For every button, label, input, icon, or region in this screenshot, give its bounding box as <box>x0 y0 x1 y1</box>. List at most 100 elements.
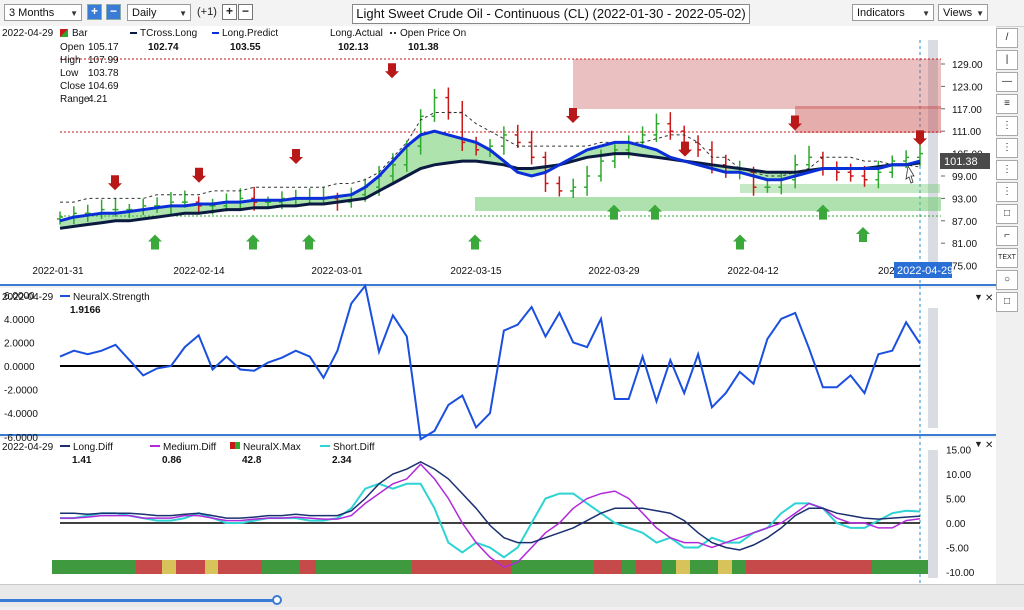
time-tick-label: 2022- <box>878 266 904 277</box>
diff-legend: Long.Diff 1.41 Medium.Diff 0.86 NeuralX.Max 4… <box>60 442 375 466</box>
time-tick-label: 2022-03-15 <box>450 266 502 277</box>
sell-arrow-icon <box>385 63 399 79</box>
diff-tick-label: 10.00 <box>946 470 971 481</box>
neuralx-max-segment <box>52 560 136 574</box>
strength-legend-name: NeuralX.Strength <box>73 292 150 303</box>
diff-tick-label: -5.00 <box>946 544 969 555</box>
buy-arrow-icon <box>468 234 482 250</box>
status-bar <box>0 584 1024 607</box>
legend-value: 101.38 <box>408 42 439 53</box>
open-price-line <box>60 112 921 203</box>
buy-arrow-icon <box>856 226 870 242</box>
price-tick-label: 81.00 <box>952 239 977 250</box>
price-tick-label: 111.00 <box>952 127 982 138</box>
panel-menu-icon[interactable]: ▼ <box>974 292 983 302</box>
sell-arrow-icon <box>192 167 206 183</box>
neuralx-max-segment <box>316 560 412 574</box>
drawing-tool-button[interactable]: TEXT <box>996 248 1018 268</box>
neuralx-max-segment <box>662 560 676 574</box>
sell-arrow-icon <box>289 149 303 165</box>
support-zone <box>475 197 941 211</box>
drawing-tool-button[interactable]: ⋮ <box>996 138 1018 158</box>
chevron-down-icon: ▼ <box>70 9 78 18</box>
strength-tick-label: -4.0000 <box>4 409 38 420</box>
drawing-tool-button[interactable]: ⋮ <box>996 182 1018 202</box>
x-highlight-date: 2022-04-29 <box>897 265 953 277</box>
strength-tick-label: -6.0000 <box>4 433 38 444</box>
zoom-in-button[interactable]: + <box>87 4 102 20</box>
support-zone <box>740 184 940 193</box>
close-icon[interactable]: ✕ <box>985 440 993 451</box>
views-label: Views <box>943 7 973 19</box>
drawing-tool-button[interactable]: ○ <box>996 270 1018 290</box>
progress-indicator <box>0 599 280 602</box>
zoom-out-button[interactable]: − <box>106 4 121 20</box>
long-diff-line <box>60 460 921 551</box>
top-toolbar: 3 Months ▼ + − Daily ▼ (+1) + − Light Swee… <box>0 0 1024 27</box>
neuralx-max-segment <box>676 560 690 574</box>
buy-arrow-icon <box>607 204 621 220</box>
neuralx-max-segment <box>636 560 662 574</box>
chevron-down-icon: ▼ <box>179 9 187 18</box>
legend-name: TCross.Long <box>140 28 197 39</box>
legend-value: 102.13 <box>338 42 369 53</box>
neuralx-max-segment <box>136 560 162 574</box>
price-date: 2022-04-29 <box>2 28 54 39</box>
panel-menu-icon[interactable]: ▼ <box>974 439 983 449</box>
drawing-tool-button[interactable]: □ <box>996 292 1018 312</box>
range-select-value: 3 Months <box>9 7 55 19</box>
neuralx-max-segment <box>594 560 622 574</box>
diff-legend-name: Medium.Diff <box>163 442 216 453</box>
price-legend: TCross.Long 102.74 Long.Predict 103.55 Long.… <box>130 28 466 53</box>
neuralx-max-segment <box>300 560 316 574</box>
progress-handle[interactable] <box>272 595 282 605</box>
ohlc-label: Open <box>60 42 84 53</box>
price-marker-value: 101.38 <box>944 156 978 168</box>
drawing-tool-button[interactable]: ⋮ <box>996 160 1018 180</box>
views-select[interactable]: Views ▼ <box>938 4 988 21</box>
ohlc-value: 4.21 <box>88 94 108 105</box>
time-tick-label: 2022-02-14 <box>173 266 225 277</box>
sell-arrow-icon <box>788 115 802 131</box>
drawing-tool-button[interactable]: ≡ <box>996 94 1018 114</box>
indicators-select[interactable]: Indicators ▼ <box>852 4 934 21</box>
chart-area[interactable]: 2022-04-29 Bar Open 105.17 High 107.99 Low 10… <box>0 26 996 610</box>
neuralx-max-strip <box>52 560 928 574</box>
drawing-tool-button[interactable]: □ <box>996 204 1018 224</box>
cloud-fill <box>60 131 920 229</box>
buy-arrow-icon <box>816 204 830 220</box>
ohlc-label: Close <box>60 81 86 92</box>
interval-select[interactable]: Daily ▼ <box>127 4 191 21</box>
tcross-long-line <box>59 152 921 230</box>
sell-arrow-icon <box>678 141 692 157</box>
drawing-tool-button[interactable]: | <box>996 50 1018 70</box>
legend-name: Open Price On <box>400 28 466 39</box>
range-select[interactable]: 3 Months ▼ <box>4 4 82 21</box>
offset-minus-button[interactable]: − <box>238 4 253 20</box>
legend-value: 102.74 <box>148 42 179 53</box>
drawing-tool-button[interactable]: ⋮ <box>996 116 1018 136</box>
drawing-tool-button[interactable]: / <box>996 28 1018 48</box>
sell-arrow-icon <box>566 107 580 123</box>
offset-plus-button[interactable]: + <box>222 4 237 20</box>
strength-tick-label: 6.0000 <box>4 291 35 302</box>
neuralx-max-segment <box>176 560 205 574</box>
neuralx-max-segment <box>512 560 594 574</box>
buy-arrow-icon <box>246 234 260 250</box>
diff-tick-label: 15.00 <box>946 446 971 457</box>
drawing-tool-button[interactable]: — <box>996 72 1018 92</box>
legend-swatch <box>235 442 240 449</box>
short-diff-line <box>60 482 921 559</box>
neuralx-max-segment <box>718 560 732 574</box>
strength-legend-value: 1.9166 <box>70 305 101 316</box>
close-icon[interactable]: ✕ <box>985 293 993 304</box>
sell-arrow-icon <box>913 130 927 146</box>
price-tick-label: 129.00 <box>952 60 983 71</box>
resistance-zone <box>795 106 941 133</box>
drawing-tool-button[interactable]: ⌐ <box>996 226 1018 246</box>
x-highlight-box <box>894 262 952 278</box>
diff-legend-name: Long.Diff <box>73 442 113 453</box>
diff-tick-label: 5.00 <box>946 495 966 506</box>
ohlc-value: 105.17 <box>88 42 119 53</box>
